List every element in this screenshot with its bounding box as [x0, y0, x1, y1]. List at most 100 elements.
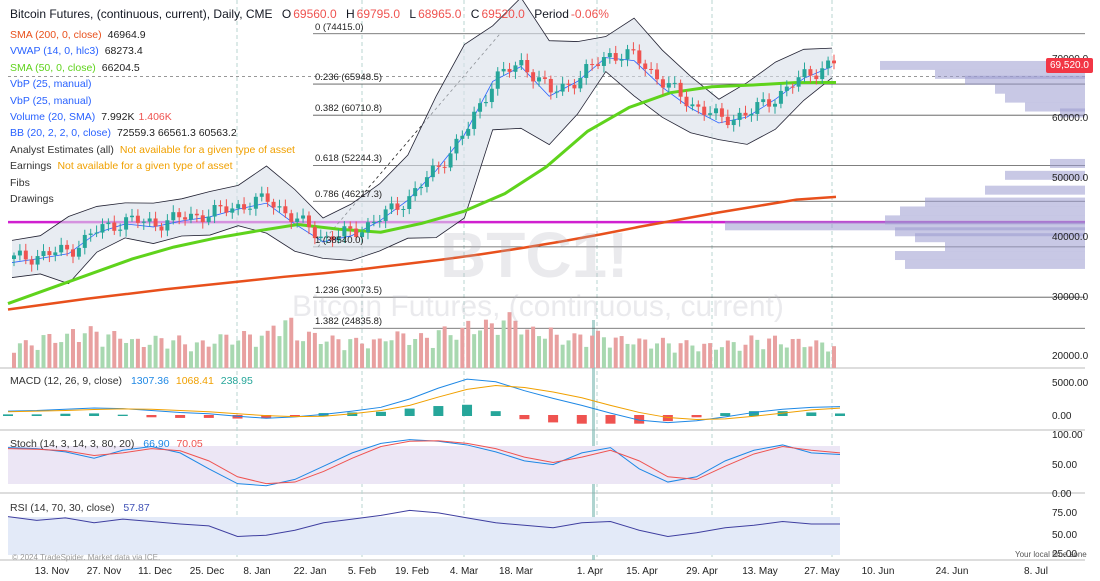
volume-bar [383, 341, 388, 368]
candle-body [230, 208, 235, 213]
time-axis-label: 13. Nov [34, 566, 70, 577]
timezone-note[interactable]: Your local time zone [1015, 550, 1087, 559]
volume-bar [88, 326, 93, 368]
volume-bar [224, 334, 229, 368]
candle-body [448, 153, 453, 168]
candle-body [619, 59, 624, 61]
candle-body [519, 60, 524, 66]
open-label: O [281, 7, 292, 21]
volume-bar [35, 349, 40, 368]
macd-histogram-bar [375, 411, 386, 416]
legend-vbp2[interactable]: VbP (25, manual) [10, 95, 92, 107]
volume-bar [519, 334, 524, 368]
vwap-line [11, 57, 833, 263]
fib-label: 0.236 (65948.5) [315, 72, 383, 84]
stoch-legend[interactable]: Stoch (14, 3, 14, 3, 80, 20) 66.90 70.05 [10, 438, 203, 451]
volume-bar [784, 347, 789, 368]
candle-body [165, 220, 170, 231]
macd-legend[interactable]: MACD (12, 26, 9, close) 1307.36 1068.41 … [10, 375, 253, 388]
candle-body [637, 50, 642, 64]
volume-bar [548, 327, 553, 368]
volume-profile-bar [985, 185, 1085, 195]
candle-body [47, 251, 52, 256]
candle-body [88, 233, 93, 235]
candle-body [106, 222, 111, 225]
volume-bar [94, 331, 99, 368]
candle-body [348, 226, 353, 229]
volume-bar [755, 339, 760, 368]
volume-profile-bar [965, 75, 1085, 85]
volume-bar [566, 340, 571, 368]
legend-volume[interactable]: Volume (20, SMA) 7.992K 1.406K [10, 111, 172, 123]
volume-bar [702, 343, 707, 368]
legend-sma50[interactable]: SMA (50, 0, close) 66204.5 [10, 62, 140, 74]
volume-profile-bar [725, 221, 1085, 231]
candle-body [76, 247, 81, 257]
macd-signal-line [7, 385, 841, 420]
macd-histogram-bar [289, 415, 300, 417]
candle-body [253, 196, 258, 209]
volume-profile-bar [995, 84, 1085, 94]
volume-bar [17, 343, 22, 368]
candle-body [495, 71, 500, 89]
stoch-d-value: 70.05 [176, 438, 203, 450]
candle-body [224, 206, 229, 213]
legend-value: 46964.9 [107, 29, 146, 41]
fib-label: 1.382 (24835.8) [315, 316, 383, 328]
candle-body [531, 72, 536, 82]
candle-body [212, 205, 217, 217]
volume-bar [312, 332, 317, 368]
volume-bar [336, 339, 341, 368]
macd-line [7, 378, 841, 424]
volume-bar [295, 340, 300, 368]
legend-value: Not available for a given type of asset [57, 160, 233, 173]
candle-body [525, 60, 530, 73]
volume-bar [690, 345, 695, 368]
volume-bar [265, 330, 270, 368]
candle-body [442, 166, 447, 168]
candle-body [826, 60, 831, 69]
volume-profile-bar [1050, 158, 1085, 168]
candle-body [548, 78, 553, 93]
candle-body [129, 215, 134, 218]
low-value: 68965.0 [418, 7, 462, 21]
volume-bar [306, 331, 311, 368]
volume-bar [472, 334, 477, 368]
legend-sma200[interactable]: SMA (200, 0, close) 46964.9 [10, 29, 146, 41]
legend-analyst[interactable]: Analyst Estimates (all) Not available for… [10, 144, 295, 156]
candle-body [678, 82, 683, 97]
candle-body [578, 77, 583, 89]
lower-axis-label: 75.00 [1052, 508, 1078, 519]
candle-body [554, 91, 559, 93]
volume-bar [23, 340, 28, 368]
volume-bar [719, 347, 724, 368]
legend-drawings[interactable]: Drawings [10, 193, 54, 205]
legend-label: VWAP (14, 0, hlc3) [10, 45, 99, 58]
volume-bar [513, 320, 518, 368]
rsi-legend[interactable]: RSI (14, 70, 30, close) 57.87 [10, 502, 150, 515]
volume-bar [708, 343, 713, 368]
volume-bar [230, 344, 235, 368]
volume-profile-bar [895, 251, 1085, 261]
legend-bb[interactable]: BB (20, 2, 2, 0, close) 72559.3 66561.3 6… [10, 127, 237, 139]
volume-bar [171, 340, 176, 368]
fib-label: 0.786 (46217.3) [315, 189, 383, 201]
volume-bar [796, 338, 801, 368]
volume-bar [348, 339, 353, 368]
legend-vbp1[interactable]: VbP (25, manual) [10, 78, 92, 90]
volume-bar [76, 341, 81, 368]
candle-body [625, 49, 630, 60]
candle-body [601, 57, 606, 66]
candle-body [708, 113, 713, 115]
legend-vwap[interactable]: VWAP (14, 0, hlc3) 68273.4 [10, 45, 143, 57]
price-axis-label: 50000.0 [1052, 172, 1089, 184]
candle-body [271, 201, 276, 208]
candle-body [719, 108, 724, 117]
volume-bar [601, 337, 606, 368]
volume-profile-bar [945, 242, 1085, 252]
macd-histogram-bar [605, 415, 616, 424]
legend-earnings[interactable]: Earnings Not available for a given type o… [10, 160, 233, 172]
macd-histogram-bar [720, 413, 731, 416]
legend-fibs[interactable]: Fibs [10, 177, 30, 189]
